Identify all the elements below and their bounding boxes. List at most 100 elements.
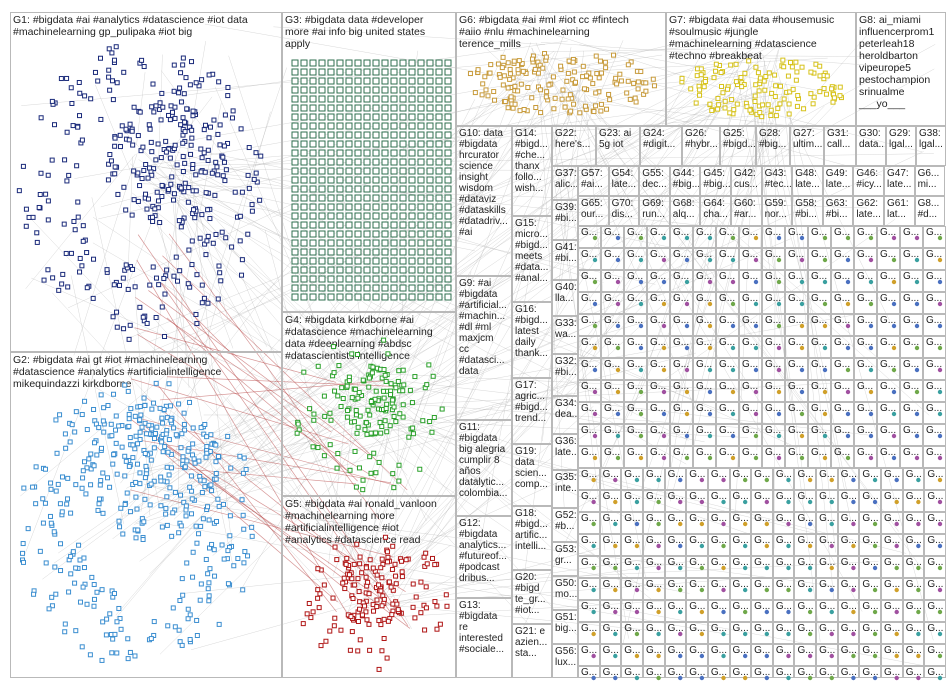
node	[215, 496, 221, 502]
node	[92, 69, 98, 75]
node	[137, 109, 143, 115]
node	[721, 477, 726, 483]
node	[241, 455, 247, 461]
node	[249, 208, 255, 214]
node	[439, 406, 445, 412]
node	[529, 56, 535, 62]
node	[300, 167, 308, 175]
node	[381, 77, 389, 85]
node	[408, 239, 416, 247]
node	[417, 257, 425, 265]
node	[300, 176, 308, 184]
group-label-g49: G49: late...	[825, 168, 851, 190]
node	[354, 541, 360, 547]
group-label-small: G...	[884, 513, 901, 524]
group-label-small: G...	[667, 557, 684, 568]
node	[309, 77, 317, 85]
group-box-small: G...	[772, 534, 795, 556]
node	[868, 301, 874, 307]
edge	[31, 277, 356, 419]
node	[891, 411, 897, 417]
group-label-small: G...	[857, 227, 874, 238]
group-label-small: G...	[604, 293, 621, 304]
node	[720, 90, 726, 96]
group-label-small: G...	[581, 513, 598, 524]
node	[399, 158, 407, 166]
node	[171, 62, 177, 68]
node	[309, 275, 317, 283]
node	[65, 475, 71, 481]
node	[75, 214, 81, 220]
group-label-small: G...	[857, 381, 874, 392]
node	[372, 266, 380, 274]
group-label-small: G...	[650, 425, 667, 436]
node	[113, 44, 119, 50]
node	[417, 248, 425, 256]
node	[817, 89, 823, 95]
node	[739, 84, 745, 90]
group-box-small: G...	[578, 336, 601, 358]
node	[291, 284, 299, 292]
edge	[179, 352, 697, 486]
node	[435, 221, 443, 229]
node	[799, 235, 805, 241]
node	[176, 530, 182, 536]
node	[153, 275, 159, 281]
node	[730, 367, 736, 373]
node	[937, 609, 943, 615]
node	[207, 566, 213, 572]
edge	[131, 378, 349, 445]
node	[104, 616, 110, 622]
group-label-small: G...	[819, 535, 836, 546]
node	[427, 419, 433, 425]
node	[318, 239, 326, 247]
node	[300, 257, 308, 265]
group-box-small: G...	[924, 490, 946, 512]
node	[327, 221, 335, 229]
node	[119, 123, 125, 129]
node	[331, 623, 337, 629]
edge	[127, 156, 133, 283]
group-label-small: G...	[811, 425, 828, 436]
node	[634, 609, 640, 615]
node	[118, 505, 124, 511]
edge	[52, 292, 353, 618]
node	[822, 235, 828, 241]
node	[291, 266, 299, 274]
node	[615, 367, 621, 373]
edge	[392, 493, 603, 611]
node	[868, 235, 874, 241]
group-box-small: G...	[831, 380, 854, 402]
node	[216, 621, 222, 627]
group-label-small: G...	[719, 359, 736, 370]
node	[107, 87, 113, 93]
node	[151, 400, 157, 406]
edge	[154, 199, 233, 564]
node	[381, 149, 389, 157]
node	[707, 235, 713, 241]
group-label-small: G...	[905, 645, 922, 656]
node	[171, 197, 177, 203]
node	[157, 405, 163, 411]
group-label-small: G...	[602, 601, 619, 612]
group-label-small: G...	[604, 271, 621, 282]
group-label-small: G...	[880, 381, 897, 392]
node	[807, 565, 813, 571]
group-box-small: G...	[578, 600, 600, 622]
node	[592, 455, 598, 461]
node	[824, 73, 830, 79]
node	[354, 275, 362, 283]
group-box-small: G...	[647, 424, 670, 446]
group-label-g44: G44: #big...	[672, 168, 701, 190]
node	[137, 183, 143, 189]
node	[163, 149, 169, 155]
group-box-small: G...	[831, 314, 854, 336]
node	[410, 581, 416, 587]
group-label-small: G...	[673, 447, 690, 458]
node	[572, 79, 578, 85]
group-box-small: G...	[716, 314, 739, 336]
node	[435, 185, 443, 193]
node	[381, 230, 389, 238]
group-label-small: G...	[581, 535, 598, 546]
edge	[565, 86, 899, 377]
